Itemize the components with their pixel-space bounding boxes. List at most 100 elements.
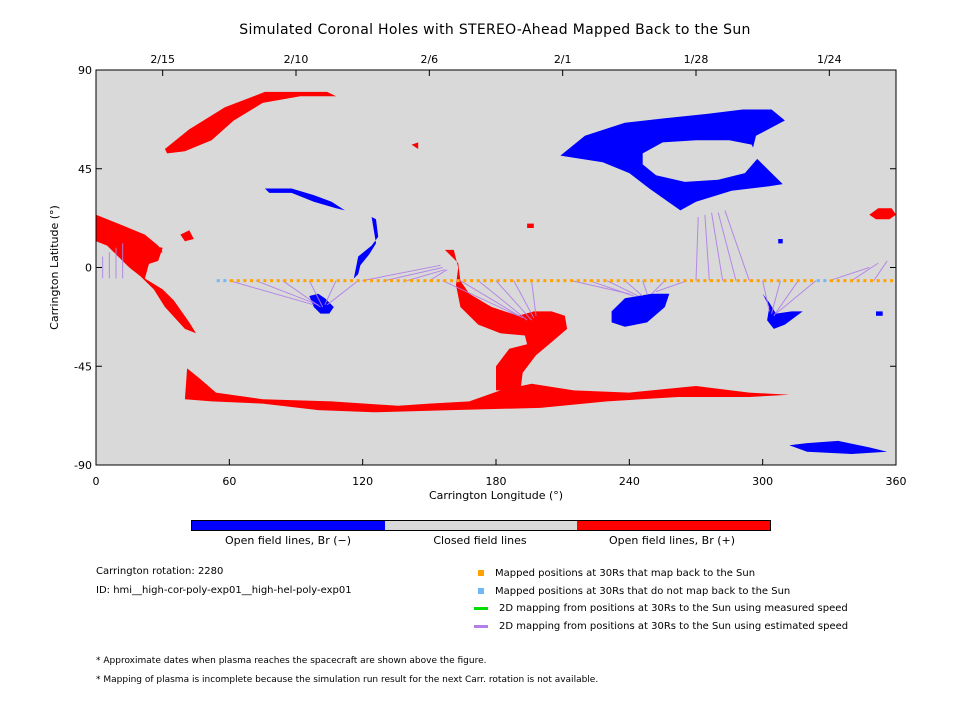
y-tick-label: -90: [74, 459, 92, 472]
red-spot-2: [411, 142, 419, 149]
run-id-text: ID: hmi__high-cor-poly-exp01__high-hel-p…: [96, 585, 352, 596]
mapped-point: [303, 279, 307, 283]
top-date-label: 2/6: [420, 53, 438, 66]
mapped-point: [543, 279, 547, 283]
mapped-point: [623, 279, 627, 283]
y-tick-label: 90: [78, 64, 92, 77]
mapped-point: [810, 279, 814, 283]
mapped-point: [296, 279, 300, 283]
mapped-point: [763, 279, 767, 283]
mapping-line: [362, 264, 441, 282]
mapped-point: [463, 279, 467, 283]
mapped-point: [610, 279, 614, 283]
mapped-point: [390, 279, 394, 283]
y-tick-label: 0: [85, 262, 92, 275]
mapping-line: [326, 280, 359, 306]
mapping-line: [442, 280, 519, 317]
mapped-point: [436, 279, 440, 283]
mapping-line: [717, 212, 737, 281]
mapped-point: [523, 279, 527, 283]
mapped-point: [690, 279, 694, 283]
y-tick-label: 45: [78, 163, 92, 176]
mapping-line: [513, 280, 535, 319]
mapped-point: [836, 279, 840, 283]
mapping-line: [255, 280, 319, 306]
mapped-point: [550, 279, 554, 283]
blue-ch-spot-1: [353, 217, 379, 279]
legend-item-estimated: 2D mapping from positions at 30Rs to the…: [474, 619, 849, 633]
carrington-rotation-text: Carrington rotation: 2280: [96, 566, 224, 577]
mapped-point: [336, 279, 340, 283]
mapped-point: [563, 279, 567, 283]
mapping-line: [324, 280, 337, 306]
note-incomplete: * Mapping of plasma is incomplete becaus…: [96, 675, 599, 685]
blue-ch-south-2: [611, 293, 670, 327]
colorbar-positive: [577, 521, 771, 530]
mapped-point: [256, 279, 260, 283]
mapped-point: [796, 279, 800, 283]
mapped-point: [443, 279, 447, 283]
mapped-point: [710, 279, 714, 283]
legend-item-measured: 2D mapping from positions at 30Rs to the…: [474, 601, 848, 615]
mapped-point: [630, 279, 634, 283]
mapped-point: [456, 279, 460, 283]
mapping-line: [651, 280, 666, 295]
coronal-hole-map: 0 60 120 180 240 300 360 -90 -45 0 45 90 2/15 2/10 2/6…: [48, 53, 907, 502]
mapped-point: [750, 279, 754, 283]
y-axis-label: Carrington Latitude (°): [48, 205, 61, 330]
red-spot-1: [180, 230, 194, 242]
blue-ch-south-3: [762, 293, 803, 329]
mapped-point: [236, 279, 240, 283]
mapping-line: [229, 280, 314, 306]
not-mapped-point: [223, 279, 227, 283]
blue-ch-north-hole: [642, 140, 759, 182]
top-date-label: 2/1: [554, 53, 572, 66]
not-mapped-point: [816, 279, 820, 283]
mapped-point: [370, 279, 374, 283]
mapping-line: [762, 280, 770, 312]
x-tick-label: 300: [752, 475, 773, 488]
mapped-point: [363, 279, 367, 283]
legend-label-estimated: 2D mapping from positions at 30Rs to the…: [499, 620, 849, 632]
mapped-point: [790, 279, 794, 283]
blue-spot-2: [778, 239, 783, 244]
mapping-line: [282, 280, 321, 308]
mapped-point: [743, 279, 747, 283]
mapped-point: [730, 279, 734, 283]
mapped-point: [290, 279, 294, 283]
mapped-point: [656, 279, 660, 283]
colorbar-label-closed: Closed field lines: [433, 534, 527, 547]
blue-spot-1: [876, 311, 883, 316]
mapped-point: [590, 279, 594, 283]
red-ch-south: [184, 368, 790, 413]
mapped-point: [510, 279, 514, 283]
mapped-point: [270, 279, 274, 283]
colorbar: [191, 520, 771, 531]
mapped-point: [803, 279, 807, 283]
mapped-point: [490, 279, 494, 283]
mapped-point: [530, 279, 534, 283]
mapping-line: [589, 280, 634, 297]
mapped-point: [310, 279, 314, 283]
legend-item-mapped: Mapped positions at 30Rs that map back t…: [478, 566, 755, 580]
mapping-line: [711, 212, 724, 281]
note-dates: * Approximate dates when plasma reaches …: [96, 656, 487, 666]
mapping-line: [624, 280, 643, 297]
mapped-point: [243, 279, 247, 283]
x-tick-label: 60: [222, 475, 236, 488]
legend-swatch-measured: [474, 606, 488, 610]
mapped-point: [263, 279, 267, 283]
mapping-line: [851, 262, 879, 282]
mapped-point: [723, 279, 727, 283]
red-ch-east: [869, 208, 896, 220]
mapped-point: [783, 279, 787, 283]
mapping-line: [460, 280, 523, 319]
mapped-point: [576, 279, 580, 283]
mapping-line: [308, 280, 324, 308]
mapped-point: [703, 279, 707, 283]
top-date-label: 1/24: [817, 53, 842, 66]
x-tick-label: 120: [352, 475, 373, 488]
red-ch-north: [164, 91, 336, 154]
mapped-point: [583, 279, 587, 283]
mapped-point: [636, 279, 640, 283]
